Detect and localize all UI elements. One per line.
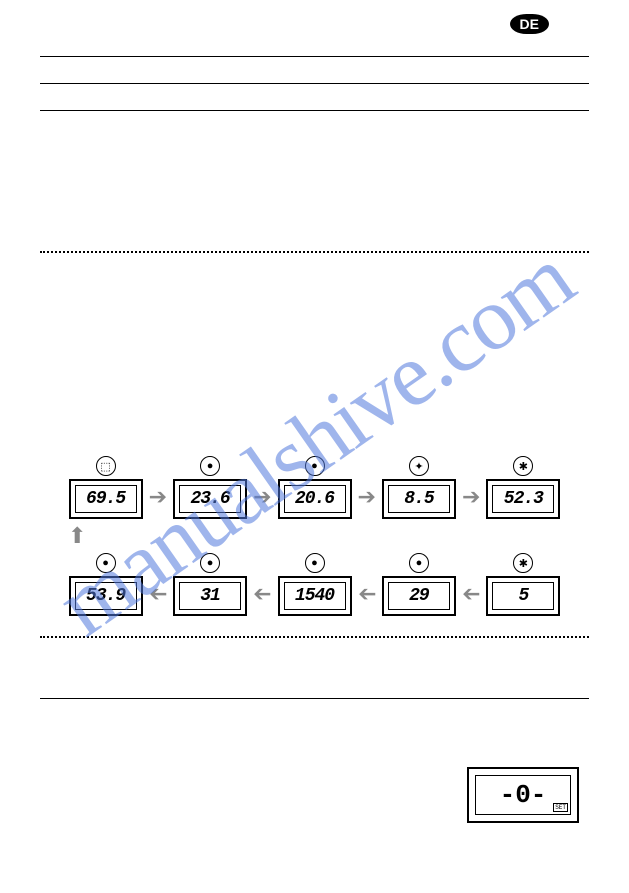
lcd-value: 5 — [492, 582, 554, 610]
zero-value: -0- — [500, 780, 547, 810]
lcd-display: 20.6 — [278, 479, 352, 519]
person-icon: ● — [409, 553, 429, 573]
arrow-up-icon: ⬆ — [68, 523, 589, 549]
lcd-value: 20.6 — [284, 485, 346, 513]
zero-display-box: -0- SET — [467, 767, 579, 823]
flow-cell: ✦ 8.5 — [382, 456, 456, 519]
person-icon: ● — [305, 456, 325, 476]
activity-icon: ✦ — [409, 456, 429, 476]
arrow-left-icon: ➔ — [149, 583, 167, 605]
person-icon: ● — [200, 456, 220, 476]
lcd-display: 31 — [173, 576, 247, 616]
runner-icon: ✱ — [513, 456, 533, 476]
lcd-value: 8.5 — [388, 485, 450, 513]
runner-icon: ✱ — [513, 553, 533, 573]
lcd-value: 69.5 — [75, 485, 137, 513]
lcd-display: 8.5 — [382, 479, 456, 519]
flow-cell: ⬚ 69.5 — [69, 456, 143, 519]
set-label: SET — [553, 803, 568, 812]
page: DE ⬚ 69.5 ➔ ● 23.6 ➔ ● 20.6 ➔ ✦ 8 — [0, 0, 629, 893]
divider — [40, 698, 589, 699]
arrow-right-icon: ➔ — [358, 486, 376, 508]
scale-icon: ⬚ — [96, 456, 116, 476]
zero-display-inner: -0- SET — [475, 775, 571, 815]
flow-diagram: ⬚ 69.5 ➔ ● 23.6 ➔ ● 20.6 ➔ ✦ 8.5 ➔ ✱ 52.… — [40, 450, 589, 699]
flow-cell: ● 23.6 — [173, 456, 247, 519]
person-icon: ● — [96, 553, 116, 573]
arrow-right-icon: ➔ — [253, 486, 271, 508]
flow-cell: ● 53.9 — [69, 553, 143, 616]
arrow-left-icon: ➔ — [462, 583, 480, 605]
dotted-divider — [40, 251, 589, 253]
lcd-display: 69.5 — [69, 479, 143, 519]
lcd-value: 29 — [388, 582, 450, 610]
lcd-value: 31 — [179, 582, 241, 610]
flow-row-1: ⬚ 69.5 ➔ ● 23.6 ➔ ● 20.6 ➔ ✦ 8.5 ➔ ✱ 52.… — [40, 456, 589, 519]
person-icon: ● — [305, 553, 325, 573]
arrow-right-icon: ➔ — [149, 486, 167, 508]
arrow-right-icon: ➔ — [462, 486, 480, 508]
lcd-value: 23.6 — [179, 485, 241, 513]
lcd-display: 52.3 — [486, 479, 560, 519]
person-icon: ● — [200, 553, 220, 573]
flow-cell: ● 1540 — [278, 553, 352, 616]
language-badge: DE — [510, 14, 549, 34]
arrow-left-icon: ➔ — [253, 583, 271, 605]
arrow-left-icon: ➔ — [358, 583, 376, 605]
lcd-display: 29 — [382, 576, 456, 616]
lcd-display: 23.6 — [173, 479, 247, 519]
lcd-value: 52.3 — [492, 485, 554, 513]
lcd-display: 53.9 — [69, 576, 143, 616]
flow-cell: ● 20.6 — [278, 456, 352, 519]
lcd-display: 1540 — [278, 576, 352, 616]
flow-cell: ✱ 52.3 — [486, 456, 560, 519]
flow-cell: ● 29 — [382, 553, 456, 616]
flow-cell: ✱ 5 — [486, 553, 560, 616]
lcd-value: 1540 — [284, 582, 346, 610]
flow-row-2: ● 53.9 ➔ ● 31 ➔ ● 1540 ➔ ● 29 ➔ ✱ 5 — [40, 553, 589, 616]
flow-cell: ● 31 — [173, 553, 247, 616]
lcd-display: 5 — [486, 576, 560, 616]
lcd-value: 53.9 — [75, 582, 137, 610]
